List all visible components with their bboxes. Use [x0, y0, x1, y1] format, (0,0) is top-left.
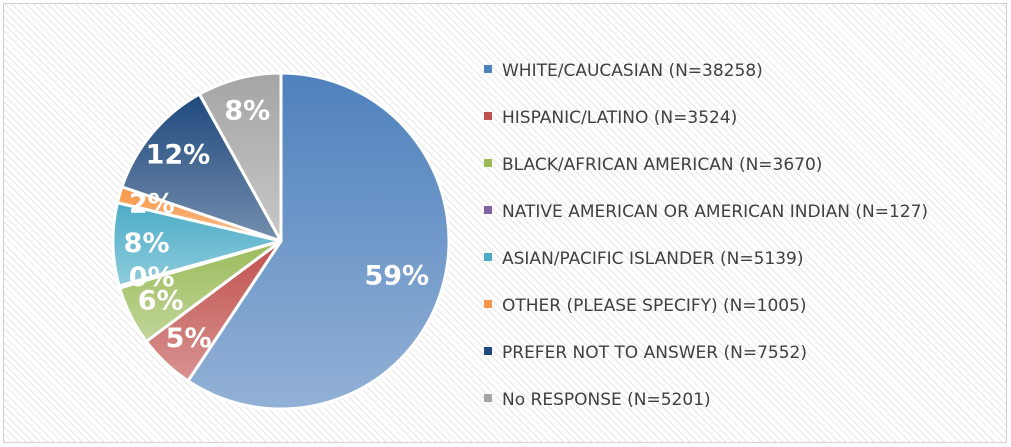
legend-item: NATIVE AMERICAN OR AMERICAN INDIAN (N=12…	[484, 200, 928, 224]
legend-swatch	[484, 65, 492, 73]
pie-slices	[111, 71, 451, 411]
legend-label: NATIVE AMERICAN OR AMERICAN INDIAN (N=12…	[502, 202, 929, 222]
slice-percent-label: 5%	[166, 323, 212, 354]
pie-slice	[120, 92, 283, 243]
slice-percent-label: 0%	[129, 262, 175, 293]
legend-swatch	[484, 159, 492, 167]
legend-item: HISPANIC/LATINO (N=3524)	[484, 106, 737, 130]
legend-label: No RESPONSE (N=5201)	[502, 390, 711, 410]
slice-percent-label: 8%	[124, 228, 170, 259]
legend-item: PREFER NOT TO ANSWER (N=7552)	[484, 341, 807, 365]
legend-item: WHITE/CAUCASIAN (N=38258)	[484, 59, 763, 83]
legend-swatch	[484, 206, 492, 214]
legend-swatch	[484, 300, 492, 308]
legend-label: OTHER (PLEASE SPECIFY) (N=1005)	[502, 296, 807, 316]
slice-percent-label: 12%	[146, 139, 211, 170]
legend-label: WHITE/CAUCASIAN (N=38258)	[502, 61, 763, 81]
slice-percent-label: 8%	[224, 95, 270, 126]
chart-frame: 59% 5% 6% 0% 8% 2% 12% 8% WHITE/CAUCASIAN (N=38…	[3, 3, 1007, 443]
slice-percent-label: 6%	[138, 285, 184, 316]
pie-labels: 59%5%6%0%8%2%12%8%	[124, 95, 429, 354]
pie-chart: 59%5%6%0%8%2%12%8%	[111, 71, 451, 411]
pie-slice	[186, 71, 451, 411]
legend-item: No RESPONSE (N=5201)	[484, 388, 711, 412]
legend-label: ASIAN/PACIFIC ISLANDER (N=5139)	[502, 249, 804, 269]
legend-item: ASIAN/PACIFIC ISLANDER (N=5139)	[484, 247, 804, 271]
legend-label: HISPANIC/LATINO (N=3524)	[502, 108, 738, 128]
legend-label: PREFER NOT TO ANSWER (N=7552)	[502, 343, 807, 363]
legend-swatch	[484, 253, 492, 261]
pie-slice	[197, 71, 283, 243]
legend-swatch	[484, 112, 492, 120]
legend-swatch	[484, 347, 492, 355]
legend-swatch	[484, 394, 492, 402]
slice-percent-label: 59%	[364, 261, 429, 292]
legend-item: OTHER (PLEASE SPECIFY) (N=1005)	[484, 294, 807, 318]
slice-percent-label: 2%	[129, 189, 175, 220]
legend-label: BLACK/AFRICAN AMERICAN (N=3670)	[502, 155, 823, 175]
legend-item: BLACK/AFRICAN AMERICAN (N=3670)	[484, 153, 822, 177]
